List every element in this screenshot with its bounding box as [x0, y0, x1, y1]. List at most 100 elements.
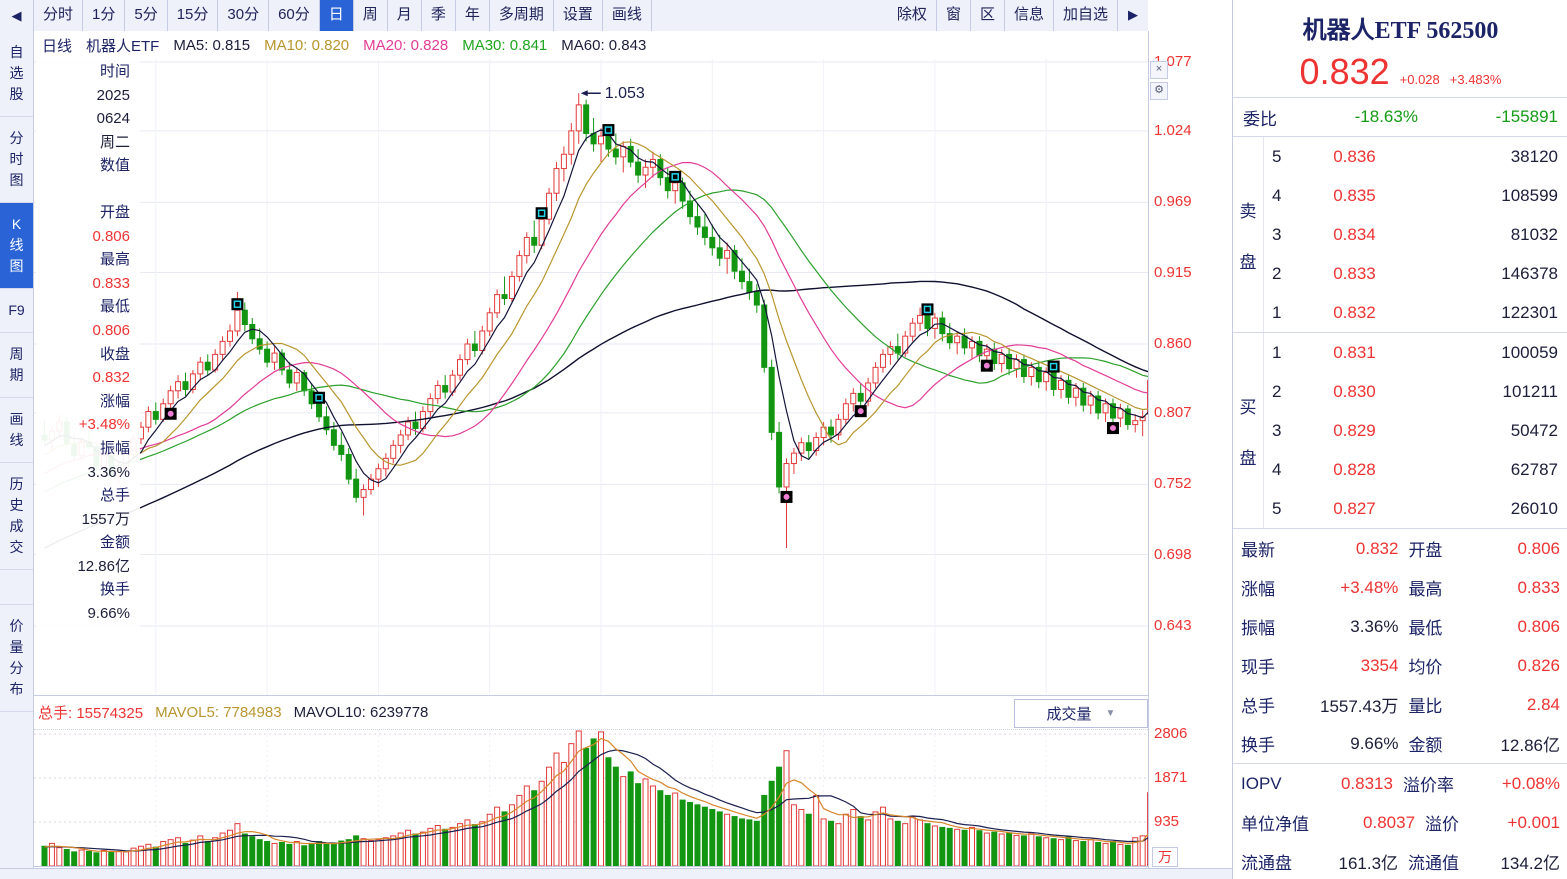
price-axis-label: 0.969 — [1154, 193, 1192, 211]
toolbar-item-5分[interactable]: 5分 — [125, 0, 168, 31]
price-change-pct: +3.483% — [1449, 72, 1502, 87]
bid-row-2[interactable]: 2 0.830 101211 — [1272, 381, 1558, 401]
buy-book: 买盘 1 0.831 100059 2 0.830 101211 3 0.829 50472 4 0.… — [1233, 333, 1567, 529]
ask-row-1[interactable]: 1 0.832 122301 — [1272, 302, 1558, 322]
data-panel-row: 0.806 — [92, 227, 130, 245]
ohlc-data-panel: 时间 2025 0624 周二 数值 开盘 0.806 最高 0.833 最低 0.806 收盘 0.8… — [36, 58, 140, 632]
data-panel-row: 涨幅 — [99, 392, 130, 410]
sidebar-item-分时图[interactable]: 分时图 — [0, 117, 33, 203]
volume-axis: 万 2806 1871 935 — [1148, 695, 1233, 868]
data-panel-row — [36, 178, 130, 201]
toolbar-item-信息[interactable]: 信息 — [1005, 0, 1054, 31]
bid-row-1[interactable]: 1 0.831 100059 — [1272, 342, 1558, 362]
kline-canvas[interactable]: 1.053 — [34, 59, 1154, 695]
ask-row-3[interactable]: 3 0.834 81032 — [1272, 224, 1558, 244]
pane-divider[interactable] — [33, 695, 1232, 696]
gear-icon[interactable]: ⚙ — [1150, 82, 1168, 100]
toolbar-item-设置[interactable]: 设置 — [554, 0, 603, 31]
volume-info-bar: 总手: 15574325 MAVOL5: 7784983 MAVOL10: 6239… — [34, 696, 1152, 730]
data-panel-row: 时间 — [99, 63, 130, 80]
price-axis-label: 0.643 — [1154, 616, 1192, 634]
bid-row-4[interactable]: 4 0.828 62787 — [1272, 459, 1558, 479]
sidebar-item-历史成交[interactable]: 历史成交 — [0, 463, 33, 570]
sidebar-item-价量分布[interactable]: 价量分布 — [0, 605, 33, 712]
toolbar-item-加自选[interactable]: 加自选 — [1054, 0, 1118, 31]
indicator-selector[interactable]: 成交量 ▼ — [1014, 699, 1148, 728]
toolbar-item-画线[interactable]: 画线 — [603, 0, 652, 31]
toolbar-item-分时[interactable]: 分时 — [34, 0, 84, 31]
stat-row-换手: 换手 9.66% 金额 12.86亿 — [1241, 733, 1560, 756]
data-panel-row: 0624 — [96, 110, 130, 128]
toolbar-item-季[interactable]: 季 — [422, 0, 456, 31]
data-panel-row: 12.86亿 — [77, 557, 130, 575]
ask-row-5[interactable]: 5 0.836 38120 — [1272, 146, 1558, 166]
price-axis-label: 0.915 — [1154, 263, 1192, 281]
data-panel-row: 金额 — [99, 534, 130, 552]
data-panel-row: 0.833 — [92, 274, 130, 292]
toolbar-item-月[interactable]: 月 — [388, 0, 422, 31]
sidebar-item-自选股[interactable]: 自选股 — [0, 31, 33, 117]
bottom-strip — [0, 868, 1232, 879]
volume-axis-label: 2806 — [1154, 724, 1188, 742]
sidebar-item-周期[interactable]: 周期 — [0, 333, 33, 398]
price-axis-label: 1.024 — [1154, 121, 1192, 139]
quote-stats: 最新 0.832 开盘 0.806 涨幅 +3.48% 最高 0.833 振幅 3.36% 最低 0.… — [1233, 529, 1567, 879]
toolbar-item-年[interactable]: 年 — [456, 0, 490, 31]
data-panel-row: 总手 — [99, 487, 130, 505]
toolbar-spacer — [652, 0, 888, 31]
data-panel-row: 数值 — [99, 157, 130, 175]
toolbar-item-窗[interactable]: 窗 — [937, 0, 971, 31]
instrument-name: 机器人ETF — [86, 37, 160, 55]
volume-canvas[interactable] — [34, 730, 1154, 868]
toolbar-item-周[interactable]: 周 — [354, 0, 388, 31]
collapse-panel-icon[interactable]: ◀ — [0, 0, 34, 31]
volume-chart[interactable] — [34, 730, 1154, 868]
toolbar-item-多周期[interactable]: 多周期 — [490, 0, 554, 31]
chart-info-bar: 日线 机器人ETF MA5: 0.815 MA10: 0.820 MA20: 0.8… — [34, 31, 1156, 59]
toolbar-item-60分[interactable]: 60分 — [269, 0, 320, 31]
data-panel-row: 0.832 — [92, 369, 130, 387]
close-icon[interactable]: × — [1150, 61, 1168, 79]
data-panel-row: 换手 — [99, 581, 130, 599]
price-axis-label: 0.752 — [1154, 475, 1192, 493]
price-axis-label: 0.860 — [1154, 334, 1192, 352]
stat-row-IOPV: IOPV 0.8313 溢价率 +0.08% — [1233, 763, 1567, 803]
volume-ma-value: MAVOL5: 7784983 — [155, 704, 282, 721]
bid-row-3[interactable]: 3 0.829 50472 — [1272, 420, 1558, 440]
volume-axis-label: 1871 — [1154, 768, 1188, 786]
ask-label: 卖盘 — [1233, 137, 1264, 332]
bid-row-5[interactable]: 5 0.827 26010 — [1272, 498, 1558, 518]
price-axis-label: 0.807 — [1154, 403, 1192, 421]
toolbar-item-30分[interactable]: 30分 — [218, 0, 270, 31]
left-sidebar: 自选股分时图 K 线图 F9 周期画线历史成交价量分布 — [0, 31, 34, 879]
period-label: 日线 — [42, 37, 73, 55]
toolbar-item-日[interactable]: 日 — [319, 0, 354, 31]
svg-text:1.053: 1.053 — [605, 85, 645, 102]
data-panel-row: 1557万 — [81, 510, 130, 528]
volume-ma-value: MAVOL10: 6239778 — [293, 704, 429, 721]
price-axis-label: 0.698 — [1154, 545, 1192, 563]
sidebar-item-F9[interactable]: F9 — [0, 289, 33, 333]
data-panel-row: +3.48% — [78, 416, 130, 434]
toolbar-item-区[interactable]: 区 — [971, 0, 1005, 31]
weibi-label: 委比 — [1243, 109, 1277, 129]
weibi-pct: -18.63% — [1354, 107, 1418, 126]
data-panel-row: 振幅 — [99, 439, 130, 457]
instrument-title: 机器人ETF 562500 — [1302, 18, 1499, 44]
toolbar-item-1分[interactable]: 1分 — [83, 0, 126, 31]
toolbar-item-15分[interactable]: 15分 — [168, 0, 219, 31]
toolbar-item-除权[interactable]: 除权 — [888, 0, 937, 31]
ma-values: MA5: 0.815 MA10: 0.820 MA20: 0.828 MA30: 0.… — [173, 37, 646, 54]
kline-chart[interactable]: 1.053 时间 2025 0624 周二 数值 开盘 0.806 最高 0.833 最低 0.80… — [34, 58, 1168, 695]
ma-value: MA20: 0.828 — [363, 36, 449, 54]
price-axis: 1.077 1.024 0.969 0.915 0.860 0.807 0.752 0.698… — [1148, 31, 1233, 695]
stat-row-涨幅: 涨幅 +3.48% 最高 0.833 — [1241, 577, 1560, 600]
ask-row-4[interactable]: 4 0.835 108599 — [1272, 185, 1558, 205]
sidebar-item-画线[interactable]: 画线 — [0, 398, 33, 463]
stat-row-现手: 现手 3354 均价 0.826 — [1241, 655, 1560, 678]
ma-value: MA10: 0.820 — [264, 36, 350, 54]
expand-panel-icon[interactable]: ▶ — [1128, 7, 1138, 22]
ask-row-2[interactable]: 2 0.833 146378 — [1272, 263, 1558, 283]
